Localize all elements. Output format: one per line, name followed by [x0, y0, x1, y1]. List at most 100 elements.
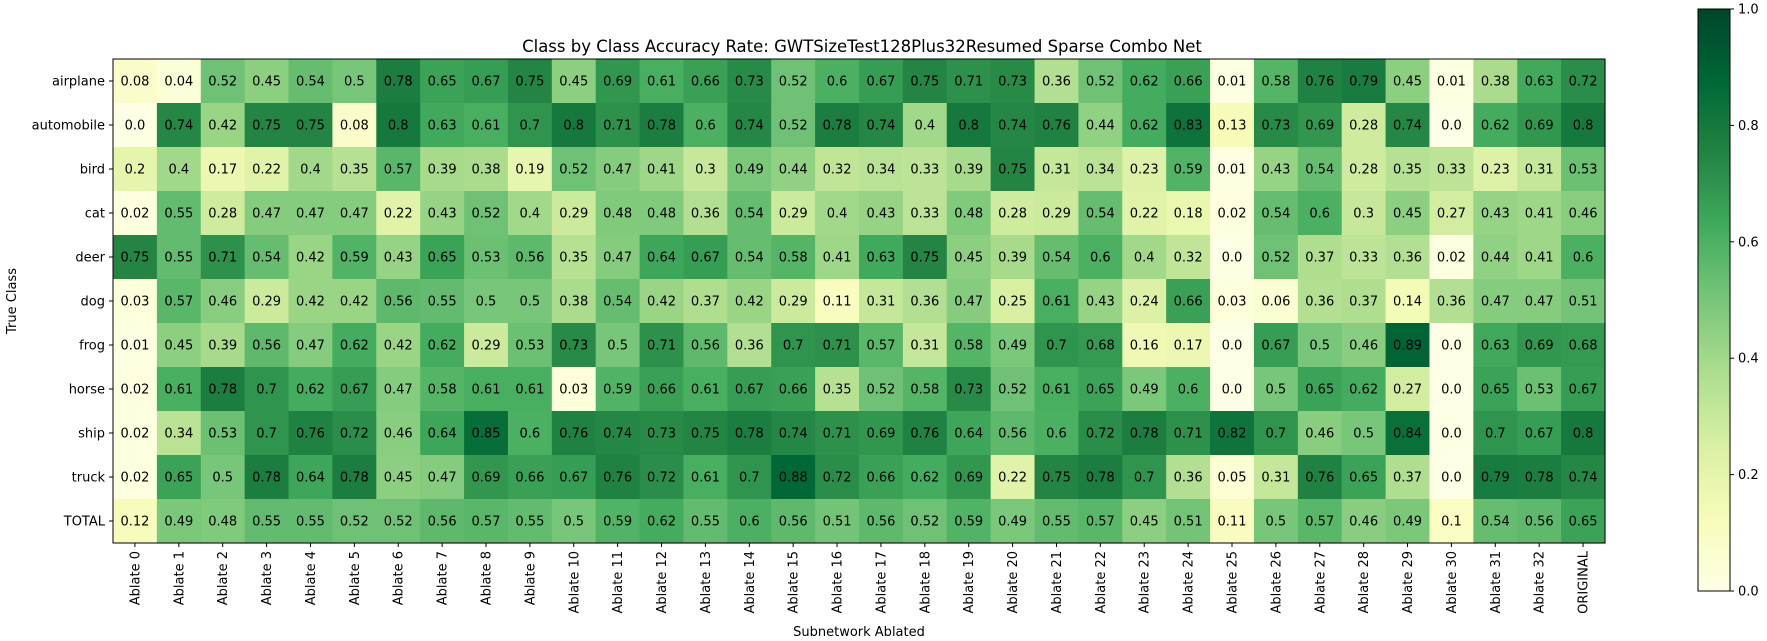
heatmap-cell: [420, 367, 465, 412]
heatmap-cell: [1297, 411, 1343, 456]
heatmap-cell: [1429, 147, 1474, 192]
cell-value-label: 0.55: [515, 515, 544, 530]
heatmap-cell: [376, 191, 421, 236]
heatmap-cell: [771, 499, 816, 544]
heatmap-cell: [1166, 499, 1211, 544]
heatmap-cell: [1034, 59, 1080, 104]
heatmap-cell: [1429, 59, 1474, 104]
y-tick-label: airplane: [52, 75, 105, 90]
cell-value-label: 0.08: [340, 119, 369, 134]
heatmap-cell: [727, 499, 772, 544]
cell-value-label: 0.42: [296, 295, 325, 310]
heatmap-cell: [1166, 455, 1211, 500]
heatmap-cell: [551, 147, 597, 192]
x-tick-label: Ablate 25: [1226, 551, 1241, 614]
cell-value-label: 0.66: [779, 383, 808, 398]
heatmap-cell: [113, 59, 158, 104]
cell-value-label: 0.71: [823, 427, 852, 442]
cell-value-label: 0.59: [1174, 163, 1203, 178]
cell-value-label: 0.0: [1222, 251, 1243, 266]
cell-value-label: 0.49: [998, 515, 1027, 530]
heatmap-cell: [1517, 279, 1562, 324]
cell-value-label: 0.64: [296, 471, 325, 486]
heatmap-cell: [332, 367, 377, 412]
cell-value-label: 0.06: [1261, 295, 1290, 310]
cell-value-label: 0.65: [164, 471, 193, 486]
cell-value-label: 0.7: [1485, 427, 1506, 442]
cell-value-label: 0.74: [1569, 471, 1598, 486]
heatmap-cell: [420, 103, 465, 148]
heatmap-cell: [815, 411, 860, 456]
cell-value-label: 0.02: [1218, 207, 1247, 222]
cell-value-label: 0.02: [120, 383, 149, 398]
heatmap-cell: [420, 279, 465, 324]
y-tick-label: cat: [85, 207, 105, 222]
cell-value-label: 0.7: [1134, 471, 1155, 486]
heatmap-cell: [244, 103, 290, 148]
cell-value-label: 0.84: [1393, 427, 1422, 442]
heatmap-cell: [1253, 367, 1299, 412]
cell-value-label: 0.49: [1130, 383, 1159, 398]
cell-value-label: 0.55: [252, 515, 281, 530]
heatmap-cell: [1561, 103, 1606, 148]
heatmap-cell: [946, 191, 992, 236]
heatmap-cell: [200, 499, 246, 544]
cell-value-label: 0.39: [954, 163, 983, 178]
x-tick-label: Ablate 29: [1401, 551, 1416, 614]
cell-value-label: 0.56: [515, 251, 544, 266]
cell-value-label: 0.65: [428, 75, 457, 90]
heatmap-cell: [727, 147, 772, 192]
cell-value-label: 0.53: [472, 251, 501, 266]
cell-value-label: 0.42: [647, 295, 676, 310]
heatmap-cell: [595, 279, 641, 324]
heatmap-cell: [1210, 279, 1255, 324]
y-tick-label: bird: [80, 163, 105, 178]
heatmap-cell: [332, 103, 377, 148]
cell-value-label: 0.57: [1086, 515, 1115, 530]
cell-value-label: 0.58: [779, 251, 808, 266]
cell-value-label: 0.67: [735, 383, 764, 398]
heatmap-cell: [946, 59, 992, 104]
heatmap-cell: [639, 279, 685, 324]
heatmap-cell: [1517, 235, 1562, 280]
heatmap-cell: [1429, 103, 1474, 148]
heatmap-cell: [1385, 279, 1431, 324]
cell-value-label: 0.38: [1481, 75, 1510, 90]
cell-value-label: 0.52: [1261, 251, 1290, 266]
heatmap-cell: [1253, 323, 1299, 368]
x-tick-label: Ablate 18: [918, 551, 933, 614]
cell-value-label: 0.1: [1441, 515, 1462, 530]
heatmap-cell: [1078, 367, 1123, 412]
heatmap-cell: [902, 455, 948, 500]
cell-value-label: 0.01: [1218, 163, 1247, 178]
cell-value-label: 0.63: [866, 251, 895, 266]
heatmap-cell: [420, 147, 465, 192]
cell-value-label: 0.6: [1090, 251, 1111, 266]
heatmap-cell: [1561, 323, 1606, 368]
cell-value-label: 0.75: [910, 251, 939, 266]
heatmap-cell: [683, 235, 728, 280]
heatmap-cell: [507, 147, 553, 192]
heatmap-cell: [1517, 191, 1562, 236]
heatmap-cell: [595, 235, 641, 280]
heatmap-cell: [990, 103, 1036, 148]
cell-value-label: 0.45: [1393, 207, 1422, 222]
cell-value-label: 0.41: [823, 251, 852, 266]
heatmap-cell: [1034, 147, 1080, 192]
cell-value-label: 0.73: [1261, 119, 1290, 134]
heatmap-cell: [507, 323, 553, 368]
cell-value-label: 0.33: [1437, 163, 1466, 178]
heatmap-cell: [244, 279, 290, 324]
heatmap-cell: [1473, 147, 1518, 192]
heatmap-cell: [946, 499, 992, 544]
cell-value-label: 0.47: [1525, 295, 1554, 310]
heatmap-cell: [683, 455, 728, 500]
heatmap-cell: [156, 323, 202, 368]
heatmap-cell: [683, 279, 728, 324]
colorbar-tick-label: 0.6: [1738, 235, 1759, 250]
heatmap-cell: [1210, 323, 1255, 368]
cell-value-label: 0.5: [476, 295, 497, 310]
heatmap-cell: [113, 103, 158, 148]
heatmap-cell: [815, 103, 860, 148]
